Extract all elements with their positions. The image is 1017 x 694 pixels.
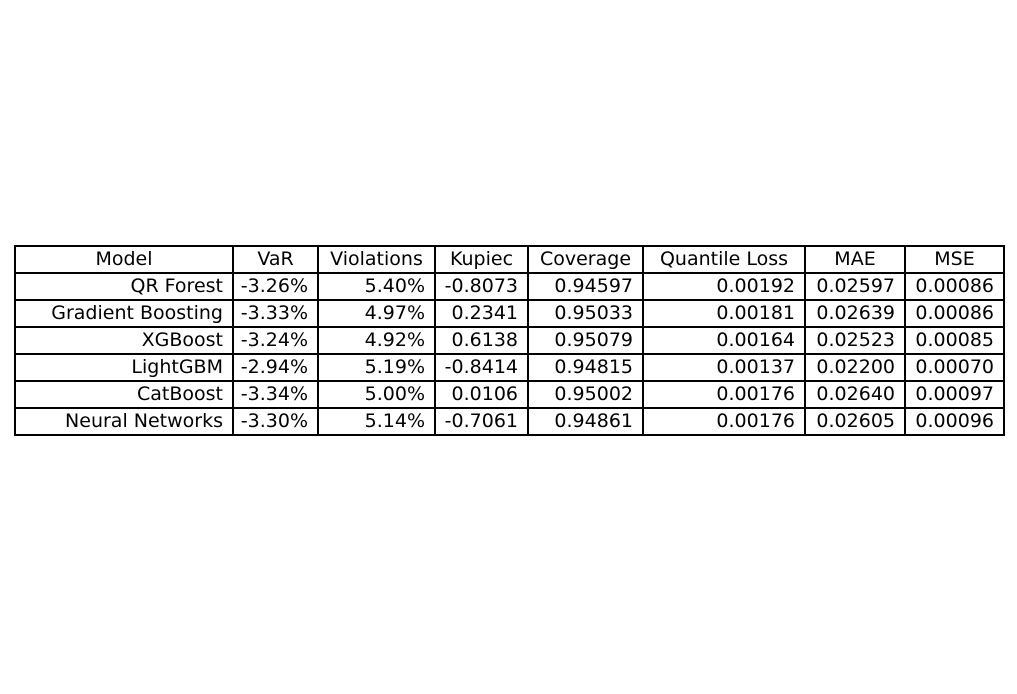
column-header: Coverage (527, 245, 644, 274)
column-header: Model (14, 245, 234, 274)
table-cell: -3.26% (232, 272, 319, 301)
table-cell: 0.00176 (642, 380, 806, 409)
table-row: QR Forest -3.26% 5.40% -0.8073 0.94597 0.0019… (14, 272, 1005, 301)
table-cell: 0.00164 (642, 326, 806, 355)
table-cell: 0.94861 (527, 407, 644, 436)
table-cell: 0.00176 (642, 407, 806, 436)
model-name-cell: Gradient Boosting (14, 299, 234, 328)
table-cell: 5.40% (317, 272, 436, 301)
table-cell: 0.00070 (904, 353, 1005, 382)
table-cell: -3.30% (232, 407, 319, 436)
table-cell: 0.94597 (527, 272, 644, 301)
table-cell: 4.97% (317, 299, 436, 328)
table-cell: 0.00137 (642, 353, 806, 382)
table-cell: 0.00085 (904, 326, 1005, 355)
column-header: Violations (317, 245, 436, 274)
table-cell: 0.02523 (804, 326, 906, 355)
model-name-cell: LightGBM (14, 353, 234, 382)
table-row: CatBoost -3.34% 5.00% 0.0106 0.95002 0.00176 0… (14, 380, 1005, 409)
table-cell: -3.34% (232, 380, 319, 409)
table-cell: 0.0106 (434, 380, 529, 409)
table-cell: 5.00% (317, 380, 436, 409)
table-cell: 0.00192 (642, 272, 806, 301)
table-cell: -3.24% (232, 326, 319, 355)
model-name-cell: Neural Networks (14, 407, 234, 436)
table-cell: 0.00097 (904, 380, 1005, 409)
table-row: Gradient Boosting -3.33% 4.97% 0.2341 0.9503… (14, 299, 1005, 328)
table-cell: 0.02605 (804, 407, 906, 436)
table-cell: 0.00181 (642, 299, 806, 328)
column-header: Kupiec (434, 245, 529, 274)
column-header: MSE (904, 245, 1005, 274)
table-cell: -3.33% (232, 299, 319, 328)
table-cell: 4.92% (317, 326, 436, 355)
column-header: MAE (804, 245, 906, 274)
table-cell: -0.7061 (434, 407, 529, 436)
table-header-row: Model VaR Violations Kupiec Coverage Quantile… (14, 245, 1005, 274)
table-cell: 0.6138 (434, 326, 529, 355)
table-cell: -0.8073 (434, 272, 529, 301)
table-body: QR Forest -3.26% 5.40% -0.8073 0.94597 0.0019… (14, 272, 1005, 436)
table-cell: -2.94% (232, 353, 319, 382)
table-row: Neural Networks -3.30% 5.14% -0.7061 0.94861… (14, 407, 1005, 436)
table-cell: 0.95033 (527, 299, 644, 328)
table-cell: 0.02200 (804, 353, 906, 382)
model-name-cell: XGBoost (14, 326, 234, 355)
table-cell: 0.02640 (804, 380, 906, 409)
column-header: Quantile Loss (642, 245, 806, 274)
table-cell: 5.14% (317, 407, 436, 436)
results-table: Model VaR Violations Kupiec Coverage Quantile… (14, 245, 1005, 436)
table-cell: 0.02639 (804, 299, 906, 328)
table-cell: 0.00086 (904, 272, 1005, 301)
table-row: LightGBM -2.94% 5.19% -0.8414 0.94815 0.00137… (14, 353, 1005, 382)
table-cell: 0.00096 (904, 407, 1005, 436)
model-name-cell: QR Forest (14, 272, 234, 301)
table-cell: 0.00086 (904, 299, 1005, 328)
table-cell: 5.19% (317, 353, 436, 382)
table-cell: -0.8414 (434, 353, 529, 382)
table-cell: 0.02597 (804, 272, 906, 301)
table-row: XGBoost -3.24% 4.92% 0.6138 0.95079 0.00164 0.… (14, 326, 1005, 355)
model-name-cell: CatBoost (14, 380, 234, 409)
table-cell: 0.94815 (527, 353, 644, 382)
column-header: VaR (232, 245, 319, 274)
table-cell: 0.2341 (434, 299, 529, 328)
table-cell: 0.95079 (527, 326, 644, 355)
table-cell: 0.95002 (527, 380, 644, 409)
